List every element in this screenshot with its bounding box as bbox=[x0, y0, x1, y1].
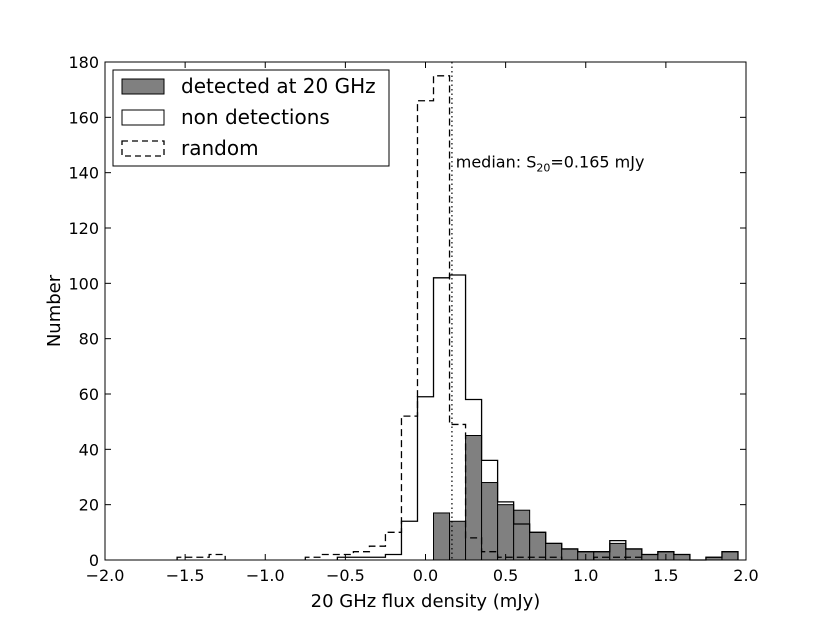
y-tick-label: 80 bbox=[79, 330, 99, 349]
y-tick-label: 160 bbox=[68, 108, 99, 127]
detected-bar bbox=[673, 553, 691, 561]
x-tick-label: 2.0 bbox=[733, 566, 758, 585]
x-tick-label: 1.5 bbox=[653, 566, 678, 585]
x-tick-label: 1.0 bbox=[573, 566, 598, 585]
detected-bar bbox=[433, 512, 451, 561]
y-tick-label: 180 bbox=[68, 53, 99, 72]
x-tick-label: −0.5 bbox=[326, 566, 365, 585]
detected-bar bbox=[593, 551, 611, 561]
axis-ticks: −2.0 −1.5 −1.0 −0.5 0.0 0.5 1.0 1.5 2.0 0 20 40 60 80… bbox=[68, 53, 758, 585]
y-tick-label: 100 bbox=[68, 274, 99, 293]
median-annotation-prefix: median: S bbox=[456, 153, 537, 172]
y-tick-label: 140 bbox=[68, 164, 99, 183]
legend: detected at 20 GHz non detections random bbox=[112, 69, 390, 167]
median-annotation-suffix: =0.165 mJy bbox=[550, 153, 644, 172]
x-tick-label: −2.0 bbox=[86, 566, 125, 585]
legend-swatch-detected bbox=[121, 78, 165, 95]
y-tick-label: 20 bbox=[79, 496, 99, 515]
non-detections-step-line bbox=[336, 274, 739, 561]
y-tick-label: 60 bbox=[79, 385, 99, 404]
detected-bar bbox=[625, 548, 643, 561]
detected-bar bbox=[481, 482, 499, 561]
detected-bar bbox=[641, 553, 659, 561]
legend-swatch-random bbox=[121, 140, 165, 157]
y-tick-label: 120 bbox=[68, 219, 99, 238]
legend-label-non-detections: non detections bbox=[181, 105, 330, 129]
detected-bar bbox=[497, 504, 515, 561]
detected-bar bbox=[449, 520, 467, 561]
x-tick-label: 0.0 bbox=[413, 566, 438, 585]
median-annotation: median: S20=0.165 mJy bbox=[456, 153, 645, 175]
detected-bar bbox=[513, 509, 531, 561]
detected-bars bbox=[433, 435, 739, 561]
detected-bar bbox=[561, 548, 579, 561]
legend-swatch-non-detections bbox=[121, 109, 165, 126]
detected-bar bbox=[721, 551, 739, 561]
x-tick-label: −1.0 bbox=[246, 566, 285, 585]
x-axis-label: 20 GHz flux density (mJy) bbox=[311, 591, 541, 612]
legend-label-random: random bbox=[181, 136, 259, 160]
median-annotation-subscript: 20 bbox=[536, 162, 550, 175]
detected-bar bbox=[465, 435, 483, 561]
detected-bar bbox=[529, 531, 547, 561]
y-tick-label: 0 bbox=[89, 551, 99, 570]
x-tick-label: −1.5 bbox=[166, 566, 205, 585]
step-lines bbox=[176, 75, 739, 561]
x-tick-label: 0.5 bbox=[493, 566, 518, 585]
y-tick-label: 40 bbox=[79, 440, 99, 459]
random-step-line bbox=[176, 75, 643, 560]
y-axis-label: Number bbox=[44, 274, 65, 347]
legend-label-detected: detected at 20 GHz bbox=[181, 74, 376, 98]
